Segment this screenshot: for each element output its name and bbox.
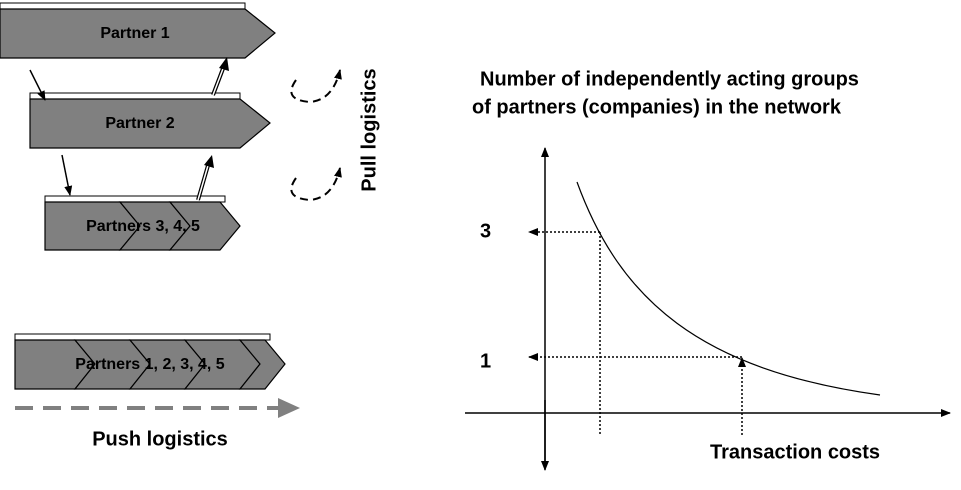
x-label: Transaction costs (710, 441, 880, 463)
partner-1: Partner 1 (0, 2, 276, 59)
label: Partner 1 (100, 25, 169, 42)
label: Partners 1, 2, 3, 4, 5 (75, 356, 225, 373)
label-3: 3 (480, 220, 491, 242)
label-1: 1 (480, 350, 491, 372)
label: Partners 3, 4, 5 (86, 218, 200, 235)
title: of partners (companies) in the network (472, 96, 842, 118)
partners-12345: Partners 1, 2, 3, 4, 5 (14, 333, 286, 390)
label: Partner 2 (105, 115, 174, 132)
pull-logistics: Pull logistics (358, 68, 380, 191)
partner-2: Partner 2 (29, 92, 271, 149)
title: Number of independently acting groups (480, 68, 859, 90)
partners-345: Partners 3, 4, 5 (44, 195, 241, 251)
push-logistics: Push logistics (92, 428, 228, 450)
